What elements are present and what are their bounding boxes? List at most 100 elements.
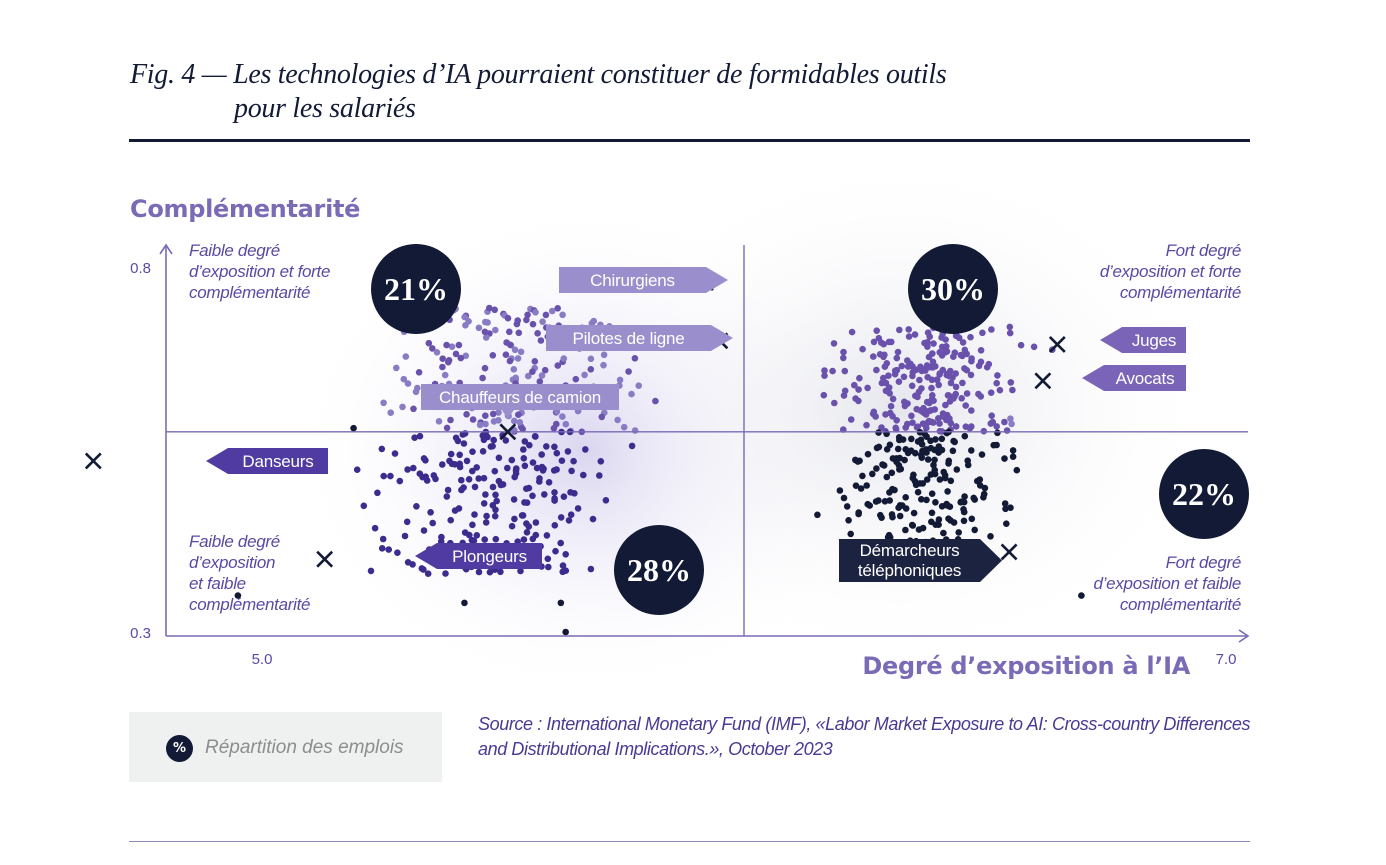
occupation-marker-icon [1034,372,1052,390]
data-point [1009,447,1017,454]
data-point [936,371,943,378]
data-point [909,419,916,427]
data-point [511,515,518,523]
data-point [482,420,489,428]
axes-layer: 0.8 0.3 5.0 7.0 Complémentarité Degré d’expos… [130,195,1250,680]
data-point [538,451,545,458]
data-point [506,341,514,349]
quadrant-label-line: complémentarité [1120,283,1241,302]
data-point [955,529,962,536]
data-point [821,372,828,380]
data-point [891,486,898,494]
data-point [439,461,446,468]
data-point [545,563,552,571]
source-note: Source : International Monetary Fund (IM… [478,714,1251,759]
data-point [557,599,565,607]
data-point [933,376,941,383]
occupation-label: Pilotes de ligne [572,329,684,348]
data-point [935,443,943,450]
data-point [396,477,404,485]
data-point [543,443,550,450]
data-point [524,311,531,319]
quadrant-label-line: complémentarité [189,283,310,302]
data-point [587,355,595,363]
x-tick-right: 7.0 [1216,651,1237,668]
data-point [881,498,889,505]
data-point [831,399,838,407]
data-point [439,355,447,363]
legend-label: Répartition des emplois [205,737,404,758]
occupation-label-line: Avocats [1116,369,1175,388]
quadrant-label-line: Fort degré [1166,553,1241,572]
data-point [882,379,890,387]
data-point [947,379,955,387]
occupation-label: Démarcheurs téléphoniques [858,541,961,580]
data-point [852,395,859,402]
data-point [880,374,887,382]
data-point [529,459,537,466]
data-point [447,516,455,524]
data-point [506,357,514,365]
data-point [977,347,985,354]
data-point [567,489,574,496]
data-point [943,429,951,437]
data-point [548,307,556,315]
data-point [481,536,489,543]
data-point [883,473,891,481]
data-point [560,493,568,501]
data-point [463,411,470,418]
data-point [851,381,858,389]
data-point [863,421,870,429]
data-point [511,473,518,481]
data-point [441,371,449,379]
data-point [543,532,551,539]
data-point [895,462,903,469]
occupation-label: Chauffeurs de camion [439,388,601,407]
data-point [534,330,541,337]
quadrant-label-line: Faible degré [189,532,280,551]
data-point [380,472,388,480]
data-point [946,398,954,405]
data-point [393,364,400,372]
data-point [960,508,968,516]
data-point [1006,329,1014,337]
data-point [529,320,537,328]
data-point [932,499,939,506]
data-point [572,375,580,383]
data-point [952,423,960,430]
data-point [928,376,936,384]
data-point [882,387,890,395]
data-point [588,320,596,327]
data-point [435,418,443,425]
data-point [923,496,930,504]
data-point [482,491,489,498]
data-point [963,390,971,397]
data-point [557,514,565,521]
quadrant-label-line: complémentarité [189,595,310,614]
data-point [977,393,985,400]
quadrant-label-bottom-right: Fort degré d’exposition et faible compléme… [1094,553,1241,614]
data-point [516,419,524,426]
data-point [512,374,519,382]
data-point [526,441,533,449]
data-point [462,322,469,329]
data-point [962,402,969,409]
data-point [429,345,436,352]
data-point [378,545,386,552]
data-point [536,475,543,482]
data-point [447,450,455,458]
data-point [900,373,908,381]
data-point [489,483,497,491]
data-point [504,314,512,322]
data-point [886,534,894,541]
data-point [480,474,488,482]
data-point [492,491,499,499]
data-point [542,311,550,319]
data-point [520,446,527,453]
data-point [628,390,635,398]
data-point [374,489,381,497]
quadrant-label-top-left: Faible degré d’exposition et forte complém… [189,241,330,302]
data-point [930,461,937,469]
data-point [519,512,527,519]
occupation-label-line: Chirurgiens [590,271,675,290]
